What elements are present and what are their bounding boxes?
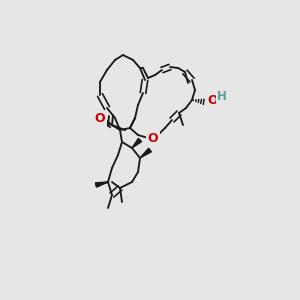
Polygon shape xyxy=(140,148,152,158)
Text: H: H xyxy=(217,91,227,103)
Polygon shape xyxy=(95,182,108,187)
Text: O: O xyxy=(148,131,158,145)
Polygon shape xyxy=(132,138,142,148)
Text: O: O xyxy=(208,94,218,107)
Text: O: O xyxy=(95,112,105,125)
